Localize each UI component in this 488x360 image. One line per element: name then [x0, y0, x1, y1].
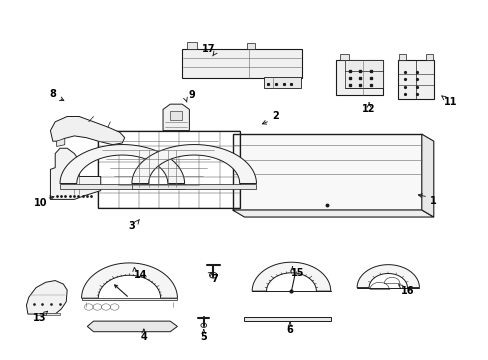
- Polygon shape: [163, 104, 189, 131]
- Polygon shape: [50, 117, 124, 145]
- Polygon shape: [335, 60, 383, 95]
- Text: 6: 6: [286, 325, 293, 335]
- Polygon shape: [421, 134, 433, 217]
- Text: 17: 17: [202, 45, 215, 54]
- Text: 11: 11: [443, 98, 456, 107]
- Polygon shape: [170, 111, 182, 120]
- Polygon shape: [60, 184, 184, 189]
- Polygon shape: [182, 49, 302, 78]
- Polygon shape: [246, 43, 255, 49]
- Text: 14: 14: [134, 270, 147, 280]
- Text: 3: 3: [128, 221, 135, 231]
- Polygon shape: [232, 134, 421, 210]
- Polygon shape: [60, 145, 184, 184]
- Text: 5: 5: [200, 332, 207, 342]
- Text: 12: 12: [362, 104, 375, 114]
- Text: 16: 16: [400, 286, 413, 296]
- Polygon shape: [252, 262, 330, 291]
- Text: 8: 8: [49, 89, 56, 99]
- Polygon shape: [50, 148, 101, 199]
- Text: 10: 10: [34, 198, 47, 208]
- Polygon shape: [36, 313, 60, 315]
- Polygon shape: [397, 60, 433, 99]
- Polygon shape: [132, 184, 256, 189]
- Polygon shape: [87, 321, 177, 332]
- Polygon shape: [81, 263, 177, 298]
- Polygon shape: [81, 298, 177, 300]
- Text: 1: 1: [429, 196, 436, 206]
- Polygon shape: [186, 42, 196, 49]
- Text: 9: 9: [188, 90, 195, 100]
- Polygon shape: [425, 54, 432, 60]
- Polygon shape: [232, 210, 433, 217]
- Polygon shape: [340, 54, 348, 60]
- Text: 7: 7: [211, 274, 218, 284]
- Polygon shape: [57, 138, 64, 147]
- Polygon shape: [132, 145, 256, 184]
- Polygon shape: [345, 60, 383, 88]
- Text: 2: 2: [272, 112, 279, 121]
- Text: 4: 4: [140, 332, 147, 342]
- Polygon shape: [243, 316, 330, 321]
- Polygon shape: [399, 54, 406, 60]
- Polygon shape: [26, 280, 67, 314]
- Polygon shape: [263, 77, 301, 88]
- Polygon shape: [356, 265, 419, 288]
- Text: 13: 13: [33, 312, 46, 323]
- Text: 15: 15: [291, 269, 305, 279]
